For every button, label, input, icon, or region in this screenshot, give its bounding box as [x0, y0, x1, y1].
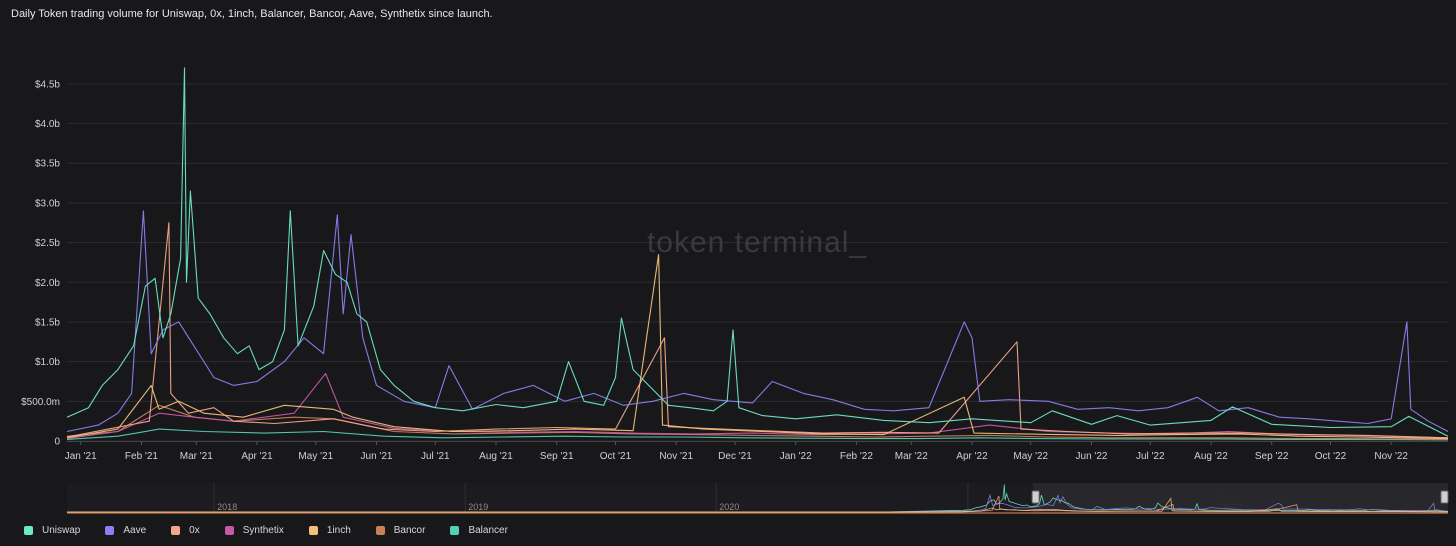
x-tick-label: Jun '22: [1076, 451, 1108, 462]
gridlines: [67, 83, 1448, 442]
y-tick-label: $2.0b: [35, 278, 60, 289]
legend-label: Uniswap: [42, 525, 81, 536]
x-tick-label: Jul '21: [421, 451, 450, 462]
x-tick-label: May '21: [298, 451, 333, 462]
navigator-year-label: 2019: [468, 502, 488, 512]
x-tick-label: May '22: [1013, 451, 1048, 462]
legend-item-synthetix[interactable]: Synthetix: [224, 525, 284, 536]
legend-item-0x[interactable]: 0x: [171, 525, 200, 536]
x-tick-label: Nov '22: [1374, 451, 1408, 462]
x-tick-label: Oct '22: [1315, 451, 1347, 462]
series-line-uniswap: [66, 67, 1449, 437]
navigator-series-uniswap: [67, 484, 1449, 513]
x-tick-label: Aug '21: [479, 451, 513, 462]
series-line-0x: [66, 222, 1449, 439]
x-tick-label: Jun '21: [361, 451, 393, 462]
chart-title: Daily Token trading volume for Uniswap, …: [11, 8, 493, 20]
x-tick-label: Mar '22: [895, 451, 928, 462]
x-tick-label: Sep '22: [1255, 451, 1289, 462]
legend-label: 1inch: [326, 525, 351, 536]
legend-label: 0x: [189, 525, 200, 536]
series-line-1inch: [66, 253, 1449, 440]
y-tick-label: $1.0b: [35, 357, 60, 368]
legend-swatch: [171, 526, 181, 535]
y-tick-label: $4.5b: [35, 79, 60, 90]
legend-swatch: [105, 526, 115, 535]
x-tick-label: Nov '21: [659, 451, 693, 462]
x-tick-label: Sep '21: [540, 451, 574, 462]
y-tick-label: $500.0m: [21, 397, 60, 408]
y-tick-label: $3.0b: [35, 198, 60, 209]
x-tick-label: Feb '22: [840, 451, 873, 462]
x-tick-label: Apr '22: [956, 451, 988, 462]
series-line-aave: [66, 210, 1449, 433]
chart: 0 $500.0m $1.0b $1.5b $2.0b $2.5b $3.0b $3.5b $4…: [21, 67, 1449, 514]
x-tick-label: Apr '21: [241, 451, 273, 462]
legend-swatch: [308, 526, 318, 535]
x-tick-label: Oct '21: [600, 451, 632, 462]
legend-item-uniswap[interactable]: Uniswap: [24, 525, 80, 536]
legend-swatch: [224, 526, 234, 535]
y-tick-label: 0: [54, 437, 60, 448]
legend-swatch: [24, 526, 33, 535]
y-tick-label: $1.5b: [35, 317, 60, 328]
navigator-year-label: 2018: [217, 502, 237, 512]
y-axis: 0 $500.0m $1.0b $1.5b $2.0b $2.5b $3.0b $3.5b $4…: [21, 79, 60, 447]
x-tick-label: Jan '22: [780, 451, 812, 462]
y-tick-label: $2.5b: [35, 238, 60, 249]
y-tick-label: $3.5b: [35, 159, 60, 170]
x-tick-label: Jan '21: [65, 451, 97, 462]
legend-label: Synthetix: [242, 525, 284, 536]
series-lines: [66, 67, 1449, 441]
legend: Uniswap Aave 0x Synthetix 1inch Bancor Balance…: [24, 525, 533, 536]
x-tick-label: Mar '21: [180, 451, 213, 462]
legend-label: Aave: [123, 525, 147, 536]
watermark: token terminal_: [647, 226, 867, 259]
navigator-handle-left[interactable]: [1031, 490, 1040, 504]
x-tick-label: Dec '21: [718, 451, 752, 462]
legend-item-bancor[interactable]: Bancor: [375, 525, 426, 536]
x-tick-label: Aug '22: [1194, 451, 1228, 462]
legend-item-aave[interactable]: Aave: [105, 525, 146, 536]
legend-item-balancer[interactable]: Balancer: [450, 525, 508, 536]
legend-label: Bancor: [393, 525, 426, 536]
legend-item-1inch[interactable]: 1inch: [308, 525, 351, 536]
x-axis: Jan '21 Feb '21 Mar '21 Apr '21 May '21 Jun '…: [65, 441, 1448, 462]
legend-swatch: [375, 526, 385, 535]
navigator-handle-right[interactable]: [1440, 490, 1449, 504]
x-tick-label: Feb '21: [125, 451, 158, 462]
legend-swatch: [450, 526, 460, 535]
series-line-synthetix: [66, 372, 1449, 440]
x-tick-label: Jul '22: [1136, 451, 1165, 462]
navigator-series-1inch: [67, 497, 1449, 513]
navigator-year-label: 2020: [719, 502, 739, 512]
series-line-balancer: [66, 428, 1449, 441]
y-tick-label: $4.0b: [35, 119, 60, 130]
navigator[interactable]: 2018201920202022: [67, 483, 1449, 514]
legend-label: Balancer: [468, 525, 508, 536]
